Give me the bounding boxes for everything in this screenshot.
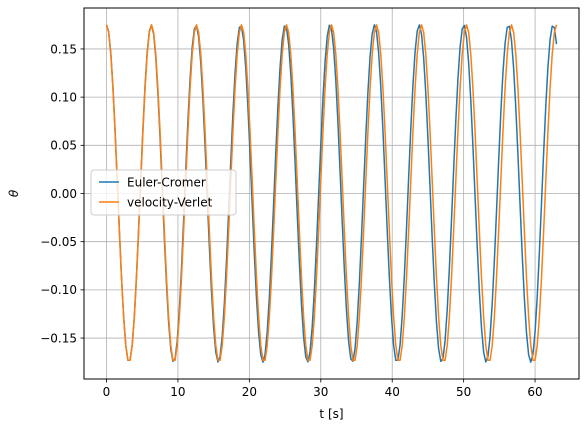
- series-lines: [105, 24, 558, 363]
- legend-label: velocity-Verlet: [127, 195, 213, 209]
- x-axis-label: t [s]: [319, 407, 343, 421]
- x-tick-label: 10: [170, 385, 185, 399]
- y-tick-label: −0.05: [40, 235, 77, 249]
- ticks: 0 10 20 30 40 50 60 −0.15 −0.10 −0.05 0.00 0.05 0.10…: [40, 42, 542, 399]
- x-tick-label: 30: [313, 385, 328, 399]
- y-tick-label: 0.15: [50, 42, 77, 56]
- x-tick-label: 40: [385, 385, 400, 399]
- y-tick-label: 0.00: [50, 187, 77, 201]
- y-tick-label: −0.10: [40, 283, 77, 297]
- y-axis-label: θ: [7, 189, 21, 197]
- y-tick-label: 0.10: [50, 90, 77, 104]
- series-line-velocity-verlet: [105, 24, 558, 361]
- legend-label: Euler-Cromer: [127, 175, 206, 189]
- x-tick-label: 20: [242, 385, 257, 399]
- y-tick-label: −0.15: [40, 331, 77, 345]
- y-tick-label: 0.05: [50, 139, 77, 153]
- x-tick-label: 60: [527, 385, 542, 399]
- x-tick-label: 0: [103, 385, 111, 399]
- legend: Euler-Cromer velocity-Verlet: [90, 169, 237, 216]
- x-tick-label: 50: [456, 385, 471, 399]
- legend-box: [90, 169, 237, 216]
